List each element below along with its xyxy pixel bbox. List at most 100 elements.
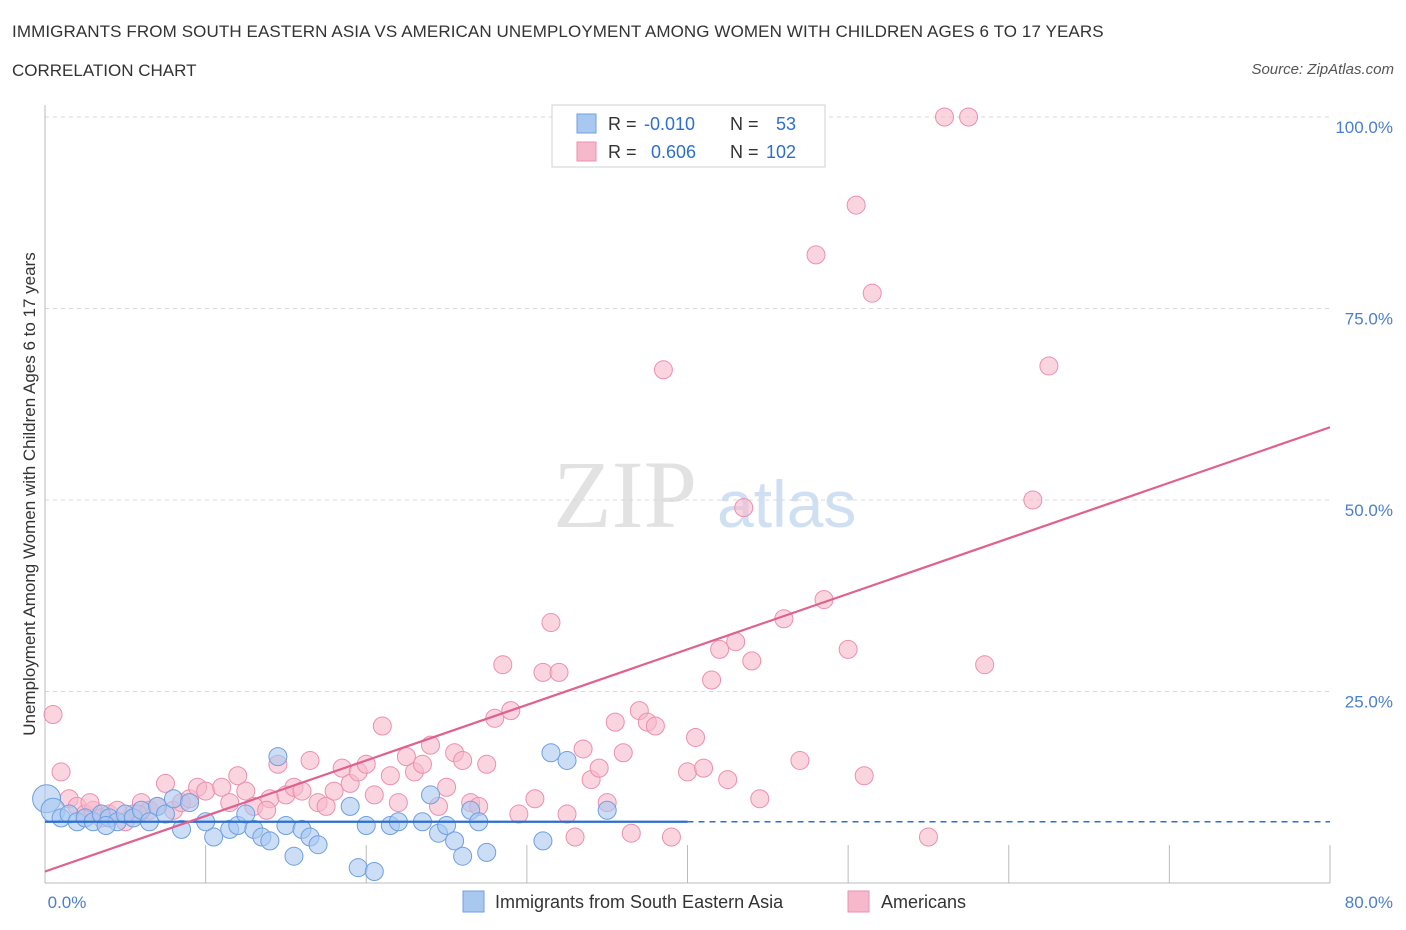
americans-point bbox=[196, 781, 216, 801]
immigrants-point bbox=[204, 827, 224, 847]
y-tick-label: 25.0% bbox=[1345, 693, 1393, 712]
immigrants-point bbox=[533, 831, 553, 851]
watermark-zip: ZIP bbox=[553, 441, 697, 548]
series-legend-swatch-americans bbox=[847, 890, 870, 913]
immigrants-point bbox=[180, 793, 200, 813]
y-tick-labels: 25.0% 50.0% 75.0% 100.0% bbox=[1335, 118, 1393, 712]
americans-point bbox=[605, 712, 625, 732]
americans-point bbox=[380, 766, 400, 786]
americans-point bbox=[653, 360, 673, 380]
americans-point bbox=[1023, 490, 1043, 510]
stats-legend: R = -0.010 N = 53 R = 0.606 N = 102 bbox=[551, 104, 826, 168]
americans-point bbox=[557, 804, 577, 824]
americans-point bbox=[935, 107, 954, 127]
americans-point bbox=[477, 754, 497, 774]
americans-point bbox=[453, 750, 473, 770]
series-legend-swatch-immigrants bbox=[462, 890, 485, 913]
immigrants-point bbox=[284, 846, 304, 866]
americans-point bbox=[790, 750, 810, 770]
americans-point bbox=[694, 758, 714, 778]
americans-point bbox=[509, 804, 529, 824]
y-axis-title: Unemployment Among Women with Children A… bbox=[20, 252, 39, 736]
legend-r-value-pink: 0.606 bbox=[651, 142, 696, 162]
americans-point bbox=[525, 789, 545, 809]
y-tick-label: 100.0% bbox=[1335, 118, 1393, 137]
x-tick-label-max: 80.0% bbox=[1345, 893, 1393, 912]
y-tick-label: 75.0% bbox=[1345, 310, 1393, 329]
legend-n-label-blue: N = bbox=[730, 114, 759, 134]
immigrants-point bbox=[276, 816, 296, 836]
americans-point bbox=[718, 770, 738, 790]
legend-r-label-pink: R = bbox=[608, 142, 637, 162]
americans-point bbox=[742, 651, 762, 671]
series-legend-label-americans: Americans bbox=[881, 892, 966, 912]
americans-point bbox=[533, 662, 553, 682]
americans-point bbox=[846, 195, 866, 215]
americans-point bbox=[573, 739, 593, 759]
immigrants-point bbox=[268, 747, 288, 767]
americans-point bbox=[686, 727, 706, 747]
legend-n-value-pink: 102 bbox=[766, 142, 796, 162]
immigrants-point bbox=[541, 743, 561, 763]
chart-subtitle: CORRELATION CHART bbox=[12, 61, 197, 80]
legend-swatch-pink bbox=[576, 141, 597, 162]
americans-points bbox=[43, 107, 1059, 847]
americans-point bbox=[806, 245, 826, 265]
americans-point bbox=[388, 793, 408, 813]
gridlines bbox=[45, 116, 1330, 692]
americans-point bbox=[702, 670, 722, 690]
americans-point bbox=[155, 773, 175, 793]
chart-title: IMMIGRANTS FROM SOUTH EASTERN ASIA VS AM… bbox=[12, 22, 1104, 41]
americans-point bbox=[364, 785, 384, 805]
americans-point bbox=[1039, 356, 1059, 376]
americans-point bbox=[257, 800, 277, 820]
americans-point bbox=[372, 716, 392, 736]
immigrants-point bbox=[236, 804, 256, 824]
immigrants-point bbox=[445, 831, 465, 851]
americans-point bbox=[750, 789, 770, 809]
americans-point bbox=[412, 754, 432, 774]
legend-r-label-blue: R = bbox=[608, 114, 637, 134]
immigrants-point bbox=[477, 842, 497, 862]
legend-n-label-pink: N = bbox=[730, 142, 759, 162]
americans-point bbox=[975, 655, 995, 675]
y-tick-label: 50.0% bbox=[1345, 501, 1393, 520]
americans-point bbox=[734, 498, 754, 518]
immigrants-point bbox=[348, 858, 368, 878]
americans-point bbox=[918, 827, 938, 847]
immigrants-point bbox=[308, 835, 328, 855]
americans-point bbox=[710, 639, 730, 659]
americans-point bbox=[645, 716, 665, 736]
trendlines bbox=[44, 426, 1331, 873]
immigrants-point bbox=[453, 846, 473, 866]
stats-legend-box bbox=[551, 104, 826, 168]
americans-point bbox=[316, 796, 336, 816]
source-credit: Source: ZipAtlas.com bbox=[1251, 61, 1394, 78]
americans-point bbox=[228, 766, 248, 786]
americans-point bbox=[854, 766, 874, 786]
americans-point bbox=[300, 750, 320, 770]
americans-point bbox=[437, 777, 457, 797]
americans-point bbox=[565, 827, 585, 847]
immigrants-point bbox=[557, 750, 577, 770]
americans-point bbox=[43, 704, 63, 724]
series-legend-label-immigrants: Immigrants from South Eastern Asia bbox=[495, 892, 784, 912]
legend-n-value-blue: 53 bbox=[776, 114, 796, 134]
series-legend: Immigrants from South Eastern Asia Ameri… bbox=[462, 890, 966, 913]
immigrants-point bbox=[164, 789, 183, 809]
americans-point bbox=[678, 762, 697, 782]
immigrants-point bbox=[364, 862, 384, 882]
x-tick-label-min: 0.0% bbox=[48, 893, 87, 912]
americans-point bbox=[959, 107, 979, 127]
americans-point bbox=[493, 655, 513, 675]
immigrants-point bbox=[597, 800, 617, 820]
immigrants-point bbox=[421, 785, 440, 805]
americans-point bbox=[324, 781, 344, 801]
immigrants-point bbox=[260, 831, 280, 851]
americans-point bbox=[549, 662, 569, 682]
americans-point bbox=[621, 823, 641, 843]
americans-point bbox=[838, 639, 858, 659]
americans-point bbox=[212, 777, 232, 797]
americans-point bbox=[51, 762, 71, 782]
